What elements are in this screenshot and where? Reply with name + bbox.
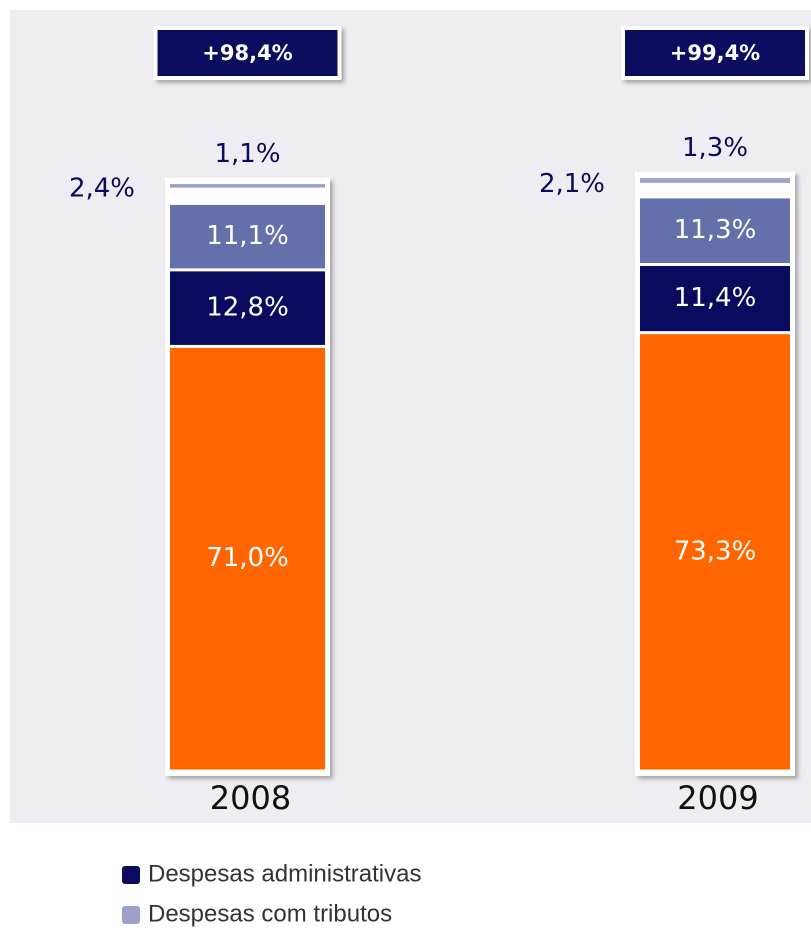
value-label: 1,3%: [682, 133, 748, 163]
total-badge: [153, 26, 342, 80]
value-label: 12,8%: [206, 293, 289, 323]
value-label: 1,1%: [214, 139, 280, 169]
legend-swatch: [122, 906, 140, 924]
value-label: 73,3%: [674, 536, 757, 566]
value-label: 2,4%: [69, 174, 135, 204]
legend-label: Despesas com tributos: [148, 900, 392, 927]
bar-segment: [170, 204, 325, 269]
bar-segment: [640, 265, 790, 332]
value-label: 11,3%: [674, 215, 757, 245]
x-tick-label: 2009: [677, 779, 758, 817]
bar-segment: [170, 184, 325, 188]
total-label: +98,4%: [202, 41, 292, 65]
bar-segment: [640, 334, 790, 770]
total-badge: [621, 26, 809, 80]
bar-segment: [640, 198, 790, 263]
value-label: 11,1%: [206, 221, 289, 251]
bar-segment: [640, 185, 790, 196]
bar-segment: [170, 271, 325, 345]
value-label: 71,0%: [206, 543, 289, 573]
value-label: 2,1%: [539, 169, 605, 199]
legend-swatch: [122, 866, 140, 884]
x-tick-label: 2008: [210, 779, 291, 817]
bar-segment: [640, 178, 790, 183]
bar-segment: [170, 190, 325, 202]
legend-label: Despesas administrativas: [148, 860, 421, 887]
total-label: +99,4%: [670, 41, 760, 65]
bar-segment: [170, 347, 325, 770]
value-label: 11,4%: [674, 283, 757, 313]
